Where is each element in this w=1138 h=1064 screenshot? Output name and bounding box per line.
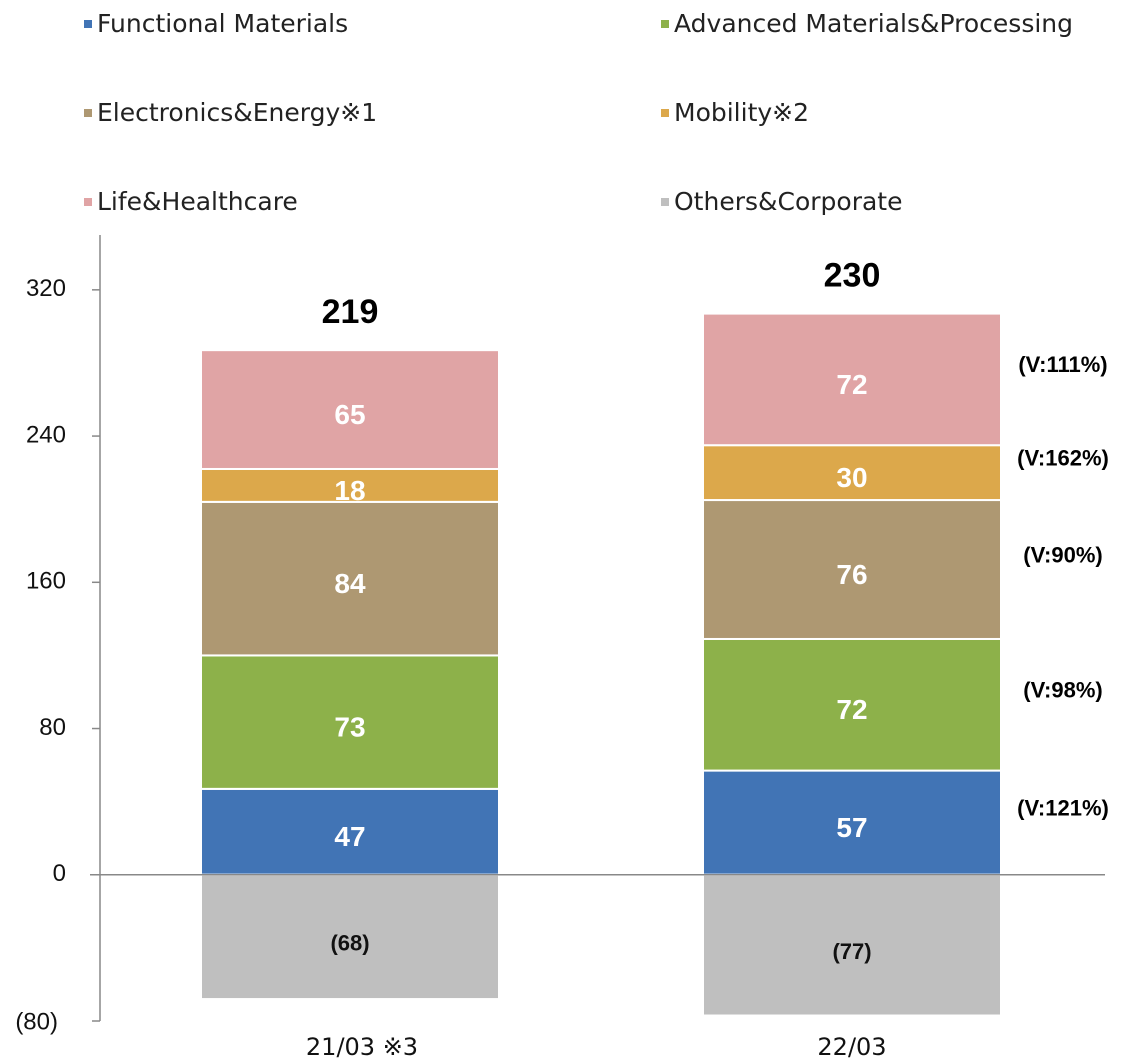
bar-segment: [702, 444, 1002, 502]
y-tick-label: 80: [39, 714, 66, 741]
total-label: 230: [824, 257, 881, 295]
data-label: 30: [836, 462, 867, 493]
data-label: 47: [334, 821, 365, 852]
legend-swatch: [84, 109, 92, 117]
legend-label: Electronics&Energy※1: [97, 98, 377, 127]
bar-segment: [200, 349, 500, 470]
x-tick-label: 21/03 ※3: [306, 1033, 418, 1061]
y-tick-label: 160: [26, 568, 66, 595]
annotation: (V:162%): [1017, 445, 1109, 470]
bar-segment: [200, 500, 500, 657]
legend-swatch: [84, 198, 92, 206]
legend-label: Functional Materials: [97, 9, 348, 38]
legend-swatch: [661, 20, 669, 28]
x-tick-label: 22/03: [817, 1033, 886, 1061]
y-tick-label: 0: [53, 860, 66, 887]
bar-segment: [200, 467, 500, 503]
y-tick-label: 320: [26, 275, 66, 302]
legend-swatch: [661, 109, 669, 117]
bar-segment: [200, 654, 500, 790]
bar-segment: [200, 873, 500, 1001]
annotation: (V:98%): [1023, 678, 1102, 703]
bar-segment: [702, 637, 1002, 772]
legend-label: Others&Corporate: [674, 187, 902, 216]
data-label: 76: [836, 559, 867, 590]
data-label: (68): [330, 931, 369, 956]
annotation: (V:111%): [1018, 352, 1107, 377]
bar-segment: [702, 873, 1002, 1017]
data-label: (77): [832, 939, 871, 964]
y-tick-label: (80): [15, 1008, 58, 1035]
annotation: (V:121%): [1017, 795, 1109, 820]
data-label: 73: [334, 712, 365, 743]
legend-label: Mobility※2: [674, 98, 809, 127]
bar-segment: [702, 312, 1002, 447]
data-label: 84: [334, 568, 366, 599]
bar-segment: [702, 499, 1002, 640]
data-label: 57: [836, 812, 867, 843]
data-label: 72: [836, 369, 867, 400]
legend-label: Advanced Materials&Processing: [674, 9, 1073, 38]
data-label: 72: [836, 694, 867, 725]
bar-segment: [702, 769, 1002, 876]
legend-swatch: [84, 20, 92, 28]
legend-swatch: [661, 198, 669, 206]
data-label: 18: [334, 475, 365, 506]
y-tick-label: 240: [26, 421, 66, 448]
annotation: (V:90%): [1023, 542, 1102, 567]
data-label: 65: [334, 399, 365, 430]
total-label: 219: [322, 293, 379, 331]
legend-label: Life&Healthcare: [97, 187, 298, 216]
